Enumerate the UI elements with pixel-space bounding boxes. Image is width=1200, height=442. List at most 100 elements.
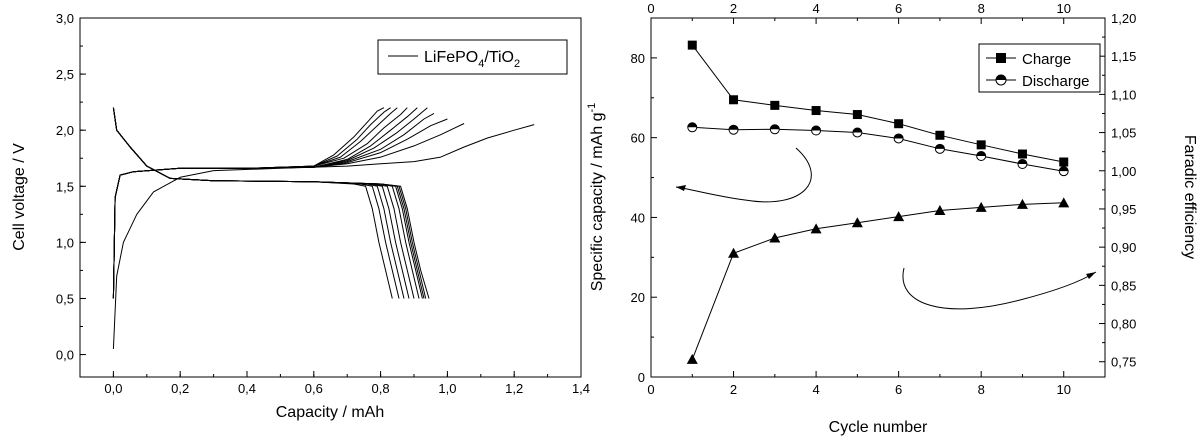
right-legend: Charge Discharge	[978, 43, 1101, 93]
arrow-to-left-axis	[675, 147, 812, 203]
efficiency-point	[1016, 198, 1028, 209]
discharge-point-fill	[1017, 159, 1027, 164]
right-x-tick-label: 8	[978, 382, 985, 397]
annotation-arrows	[675, 147, 1097, 310]
left-y-tick-label: 1,5	[56, 179, 74, 194]
arrow-to-left-axis-head	[676, 185, 686, 191]
left-curves	[112, 107, 535, 350]
left-y-tick-label: 3,0	[56, 11, 74, 26]
right-x-tick-label: 0	[647, 382, 654, 397]
top-x-tick-label: 10	[1056, 1, 1070, 16]
charge-point	[935, 130, 945, 140]
top-x-tick-label: 0	[647, 1, 654, 16]
left-plot-frame	[79, 17, 582, 378]
right-y-axis-label: Specific capacity / mAh g-1	[586, 103, 606, 292]
discharge-point-fill	[729, 125, 739, 130]
right-y2-tick-label: 0,90	[1111, 240, 1136, 255]
discharge-point-fill	[687, 122, 697, 128]
left-legend: LiFePO4/TiO2	[377, 39, 568, 75]
efficiency-point	[934, 204, 946, 215]
right-y-tick-label: 60	[631, 131, 645, 146]
left-y-tick-label: 1,0	[56, 235, 74, 250]
discharge-point-fill	[770, 124, 780, 130]
cycle-4-discharge-curve	[112, 107, 423, 299]
discharge-point-fill	[811, 125, 821, 131]
arrow-to-right-axis	[902, 267, 1097, 310]
right-y2-tick-label: 1,05	[1111, 126, 1136, 141]
right-y2-tick-label: 1,10	[1111, 87, 1136, 102]
cycle-10-charge-curve	[112, 107, 385, 299]
cycle-2-charge-curve	[112, 123, 465, 299]
left-legend-box	[377, 39, 568, 75]
right-y-tick-label: 80	[631, 51, 645, 66]
cycle-9-discharge-curve	[112, 107, 400, 299]
efficiency-point	[1058, 197, 1070, 208]
arrow-to-right-axis-head	[1086, 272, 1096, 279]
right-y2-axis-label: Faradic efficiency	[1181, 135, 1198, 259]
left-x-tick-label: 0,2	[171, 381, 189, 396]
right-y2-tick-label: 0,80	[1111, 317, 1136, 332]
right-plot-frame	[650, 17, 1106, 378]
discharge-point-fill	[976, 151, 986, 157]
right-x-tick-label: 4	[812, 382, 819, 397]
cycle-6-charge-curve	[112, 107, 418, 299]
cycle-1-charge-curve	[112, 124, 535, 350]
discharge-point-fill	[852, 127, 862, 133]
left-y-tick-label: 0,0	[56, 348, 74, 363]
charge-point	[811, 106, 821, 116]
left-x-tick-label: 1,0	[438, 381, 456, 396]
charge-point	[687, 40, 697, 50]
charge-point	[1059, 157, 1069, 167]
right-x-tick-label: 2	[730, 382, 737, 397]
cycle-7-discharge-curve	[112, 107, 410, 299]
legend-charge-marker	[996, 53, 1006, 63]
right-axis-ticks: 0 2 4 6 8 10 0 2 4 6 8 10 0 20 40 60 80 0,75 0,80 0,85 0,90 0…	[631, 1, 1137, 397]
discharge-point-fill	[894, 133, 904, 139]
right-x-tick-label: 6	[895, 382, 902, 397]
charge-point	[894, 119, 904, 129]
cycle-2-discharge-curve	[112, 107, 430, 299]
charge-point	[1017, 149, 1027, 159]
voltage-capacity-chart: 0,0 0,2 0,4 0,6 0,8 1,0 1,2 1,4 0,0 0,5 1,0 1,5 2,0 2…	[11, 11, 590, 421]
cycle-3-discharge-curve	[112, 107, 427, 299]
right-x-tick-label: 10	[1056, 382, 1070, 397]
left-axis-ticks: 0,0 0,2 0,4 0,6 0,8 1,0 1,2 1,4 0,0 0,5 1,0 1,5 2,0 2…	[56, 11, 590, 396]
charge-point	[729, 95, 739, 105]
left-x-tick-label: 0,0	[104, 381, 122, 396]
left-x-tick-label: 0,6	[305, 381, 323, 396]
right-y2-tick-label: 0,95	[1111, 202, 1136, 217]
left-x-tick-label: 0,4	[238, 381, 256, 396]
cycle-9-charge-curve	[112, 107, 391, 299]
right-x-axis-label: Cycle number	[829, 419, 928, 436]
right-y2-tick-label: 1,00	[1111, 164, 1136, 179]
left-x-tick-label: 1,2	[505, 381, 523, 396]
cycle-5-charge-curve	[112, 107, 428, 299]
charge-point	[770, 100, 780, 110]
right-y2-tick-label: 0,75	[1111, 355, 1136, 370]
cycle-7-charge-curve	[112, 107, 408, 299]
legend-discharge-marker-fill	[996, 75, 1006, 80]
discharge-point-fill	[1059, 166, 1069, 172]
cycle-5-discharge-curve	[112, 107, 420, 299]
right-y-tick-label: 0	[638, 370, 645, 385]
cycle-6-discharge-curve	[112, 107, 415, 299]
top-x-tick-label: 8	[978, 1, 985, 16]
efficiency-point	[975, 201, 987, 212]
efficiency-point	[769, 232, 781, 243]
legend-discharge-label: Discharge	[1022, 73, 1090, 90]
capacity-cycle-chart: 0 2 4 6 8 10 0 2 4 6 8 10 0 20 40 60 80 0,75 0,80 0,85 0,90 0…	[586, 1, 1198, 436]
cycle-10-discharge-curve	[112, 107, 393, 299]
efficiency-point	[728, 247, 740, 258]
top-x-tick-label: 2	[730, 1, 737, 16]
right-y-tick-label: 40	[631, 210, 645, 225]
left-x-tick-label: 1,4	[572, 381, 590, 396]
left-y-tick-label: 0,5	[56, 291, 74, 306]
left-y-axis-label: Cell voltage / V	[11, 143, 28, 251]
charge-line	[691, 44, 1064, 163]
left-legend-label: LiFePO4/TiO2	[424, 49, 520, 70]
right-y2-tick-label: 0,85	[1111, 278, 1136, 293]
top-x-tick-label: 4	[812, 1, 819, 16]
right-y2-tick-label: 1,20	[1111, 11, 1136, 26]
